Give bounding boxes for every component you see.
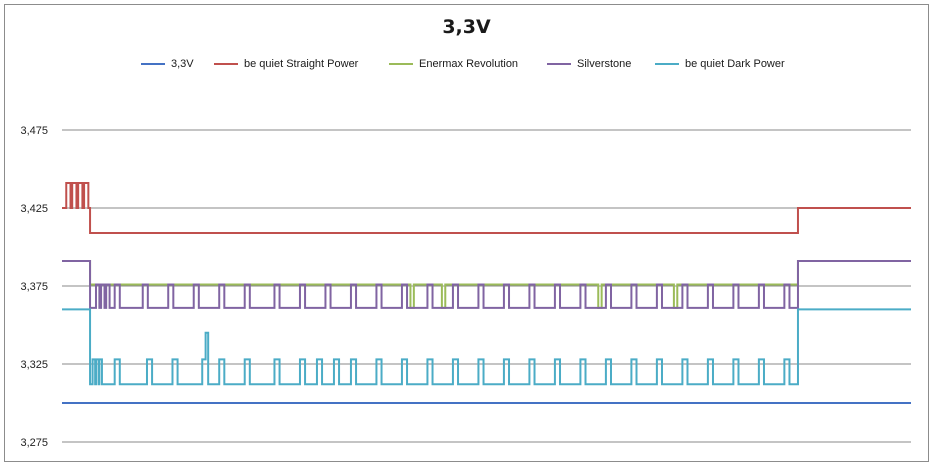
legend-label: Enermax Revolution: [419, 58, 519, 70]
legend-item: Enermax Revolution: [389, 58, 518, 70]
legend-swatch: [141, 63, 165, 65]
legend-label: be quiet Dark Power: [685, 58, 785, 70]
chart-title: 3,3V: [442, 16, 491, 38]
legend-item: be quiet Straight Power: [214, 58, 358, 70]
legend-swatch: [655, 63, 679, 65]
series-line-4: [62, 308, 911, 386]
legend-swatch: [214, 63, 238, 65]
y-tick-label: 3,275: [20, 437, 48, 449]
legend-item: 3,3V: [141, 58, 194, 70]
legend-item: be quiet Dark Power: [655, 58, 785, 70]
y-tick-label: 3,325: [20, 359, 48, 371]
y-tick-label: 3,425: [20, 203, 48, 215]
y-tick-label: 3,375: [20, 281, 48, 293]
legend-item: Silverstone: [547, 58, 631, 70]
series-line-2: [62, 260, 911, 309]
series-line-1: [62, 182, 911, 234]
legend-swatch: [547, 63, 571, 65]
series-line-3: [62, 260, 911, 309]
legend-label: be quiet Straight Power: [244, 58, 359, 70]
legend: 3,3V be quiet Straight Power Enermax Rev…: [0, 58, 933, 74]
y-tick-label: 3,475: [20, 125, 48, 137]
legend-swatch: [389, 63, 413, 65]
legend-label: Silverstone: [577, 58, 632, 70]
legend-label: 3,3V: [171, 58, 194, 70]
